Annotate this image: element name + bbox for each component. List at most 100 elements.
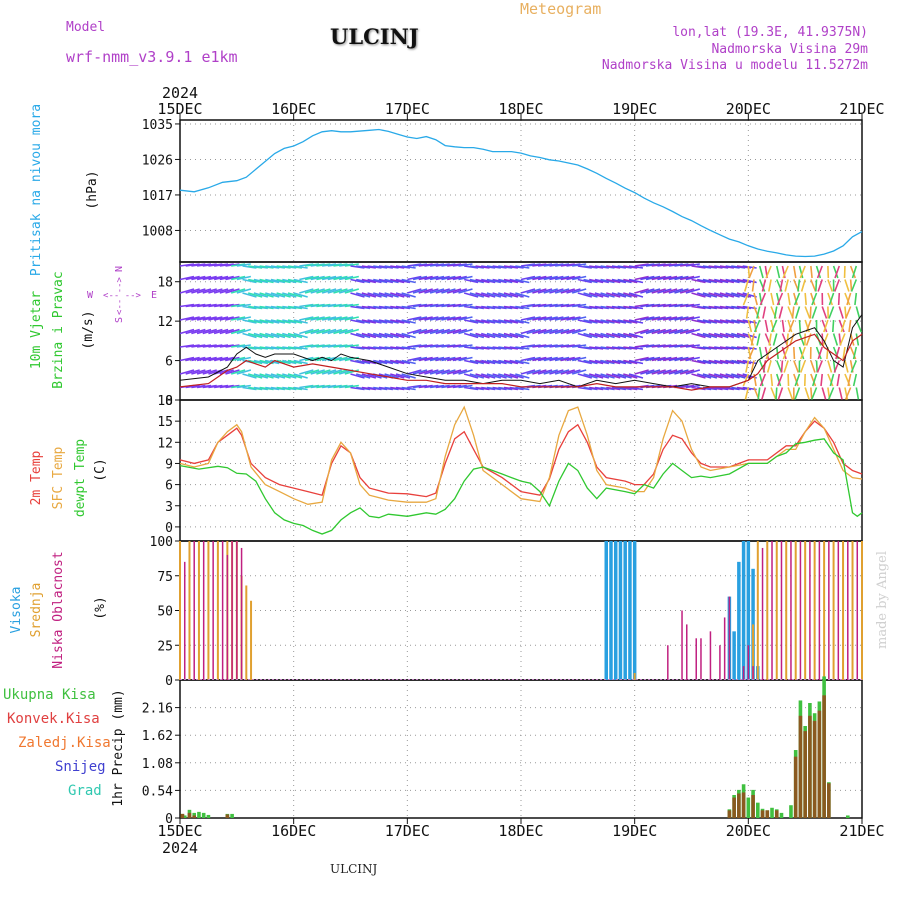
wind-barb [469,292,485,298]
wind-barb [657,263,672,267]
precip-bar [793,756,798,818]
wind-barb [811,373,818,387]
wind-barb [798,346,805,360]
wind-barb [293,346,308,350]
wind-barb [503,346,519,350]
wind-barb [634,275,649,281]
wind-barb [441,275,456,281]
wind-barb [532,316,547,321]
wind-barb [758,265,764,279]
wind-barb [554,316,570,321]
wind-barb [571,275,587,281]
precip-bar [206,814,211,818]
wind-barb [702,292,718,298]
wind-barb [543,303,558,308]
wind-barb [606,359,621,365]
wind-barb [373,359,388,365]
wind-barb [815,279,818,292]
wind-barb [600,332,615,339]
wind-barb [640,328,655,335]
wind-barb [560,344,575,348]
wind-barb [674,369,689,375]
wind-barb [304,263,320,267]
y-tick-label: 6 [165,479,173,494]
wind-barb [611,386,627,391]
wind-barb [810,387,813,400]
wind-barb [219,328,235,335]
wind-barb [452,303,467,308]
wind-barb [640,369,655,375]
cloud-bar [741,541,746,680]
wind-barb [753,319,761,333]
wind-barb [617,305,632,310]
wind-barb [583,278,598,284]
wind-barb [287,386,303,391]
wind-barb [765,265,772,279]
wind-barb [731,265,746,269]
precip-bar [770,807,774,818]
wind-barb [179,344,195,348]
wind-barb [191,263,206,267]
wind-barb [378,265,394,269]
wind-barb [355,373,371,379]
wind-barb [248,305,263,310]
wind-barb [196,328,212,335]
wind-barb [594,265,609,269]
wind-barb [270,346,286,350]
wind-barb [849,279,853,292]
wind-barb [520,316,536,321]
wind-barb [668,369,683,375]
compass-arrow-h: <-- --> [103,291,142,301]
wind-barb [230,356,246,362]
wind-barb [674,316,689,321]
wind-barb [287,305,303,310]
wind-barb [549,288,564,294]
wind-barb [446,356,462,362]
wind-barb [651,288,666,294]
x-tick-label-bottom: 16DEC [271,822,316,840]
wind-barb [390,319,405,324]
wind-barb [758,373,764,387]
wind-barb [429,328,445,335]
wind-barb [702,332,718,339]
wind-barb [299,356,314,362]
wind-barb [623,278,638,284]
wind-barb [776,360,783,373]
wind-barb [515,386,530,391]
wind-barb [219,263,234,267]
wind-barb [844,360,849,373]
wind-barb [811,292,818,306]
wind-barb [589,278,604,284]
wind-barb [549,344,564,348]
wind-barb [526,275,541,281]
wind-barb [452,328,468,335]
wind-barb [628,386,644,391]
wind-barb [719,319,735,324]
wind-barb [770,387,777,400]
wind-barb [373,332,388,339]
wind-barb [350,346,365,350]
wind-barb [378,278,394,284]
wind-barb [464,305,479,310]
wind-barb [537,369,553,375]
wind-barb [780,360,784,373]
wind-barb [702,319,718,324]
footer-station: ULCINJ [330,862,378,876]
y-label-cloud-mid: Srednja [29,583,44,638]
wind-barb [236,328,252,335]
wind-barb [361,319,377,324]
precip-bar [845,815,850,818]
wind-barb [327,316,342,321]
wind-barb [435,303,450,308]
wind-barb [674,344,689,348]
wind-barb [424,369,439,375]
wind-barb [526,369,541,375]
wind-barb [373,386,388,391]
wind-barb [849,265,857,279]
wind-barb [537,316,553,321]
legend-item: Grad [68,783,102,799]
wind-barb [481,278,496,284]
wind-barb [242,292,257,298]
wind-barb [469,359,485,365]
wind-barb [793,292,798,306]
